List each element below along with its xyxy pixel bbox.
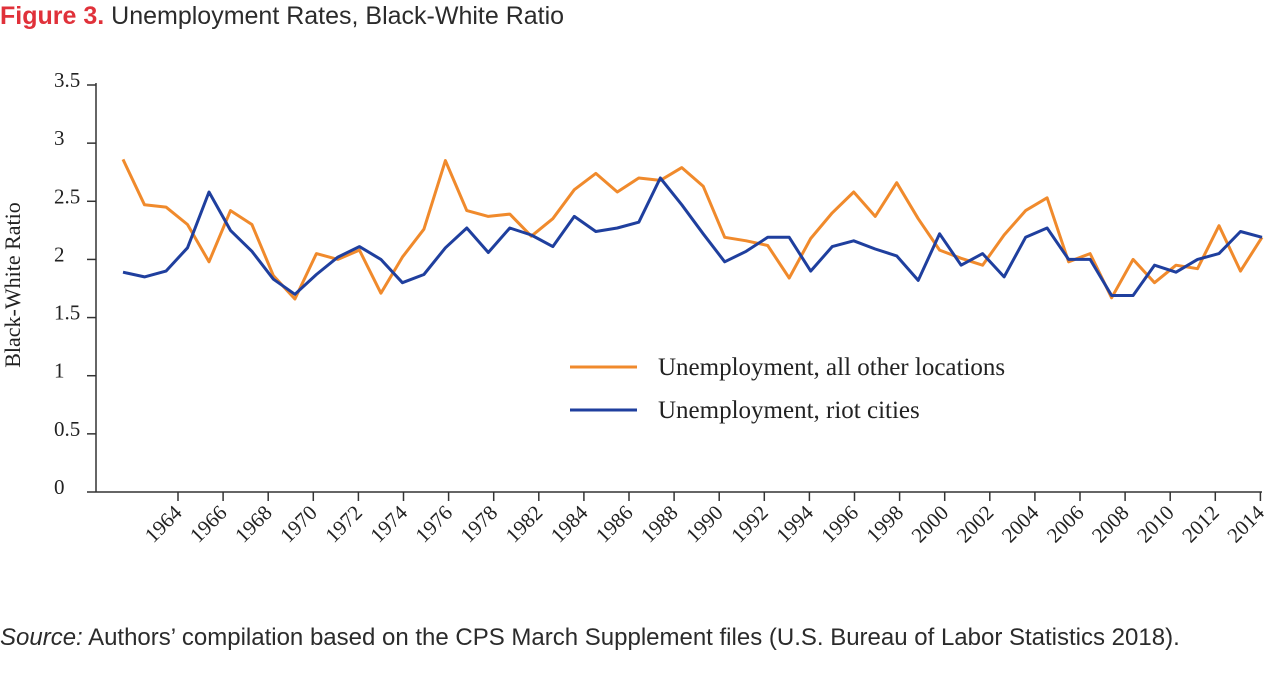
x-tick-label: 1992 <box>726 501 773 548</box>
legend: Unemployment, all other locations Unemplo… <box>570 354 1005 424</box>
figure-title-text: Unemployment Rates, Black-White Ratio <box>111 2 565 30</box>
x-tick-label: 2012 <box>1177 501 1224 548</box>
x-axis-ticks: 1964196619681970197219741976197819821984… <box>140 492 1269 547</box>
x-tick-label: 1978 <box>456 501 503 548</box>
y-tick-label: 2 <box>54 242 65 266</box>
x-tick-label: 1976 <box>410 501 457 548</box>
source-label: Source: <box>0 624 83 651</box>
x-tick-label: 2004 <box>997 500 1044 547</box>
y-tick-label: 0.5 <box>54 417 80 441</box>
x-tick-label: 1986 <box>591 501 638 548</box>
figure-title: Figure 3. Unemployment Rates, Black-Whit… <box>0 0 564 34</box>
x-tick-label: 2000 <box>907 501 954 548</box>
series-line-all-other-locations <box>121 158 1264 301</box>
x-tick-label: 1988 <box>636 501 683 548</box>
x-tick-label: 2010 <box>1132 501 1179 548</box>
legend-label: Unemployment, riot cities <box>658 397 920 424</box>
y-tick-label: 2.5 <box>54 184 80 208</box>
y-axis-ticks: 0 0.5 1 1.5 2 2.5 3 3.5 <box>54 68 96 499</box>
y-tick-label: 1.5 <box>54 301 80 325</box>
y-tick-label: 0 <box>54 475 65 499</box>
x-tick-label: 1998 <box>861 501 908 548</box>
x-tick-label: 1996 <box>816 501 863 548</box>
y-tick-label: 3 <box>54 126 65 150</box>
x-tick-label: 1984 <box>546 500 593 547</box>
x-tick-label: 1974 <box>365 500 412 547</box>
y-tick-label: 1 <box>54 359 65 383</box>
x-tick-label: 1964 <box>140 500 187 547</box>
y-tick-label: 3.5 <box>54 68 80 92</box>
x-tick-label: 1968 <box>230 501 277 548</box>
y-axis-label: Black-White Ratio <box>0 202 25 368</box>
x-tick-label: 1970 <box>275 501 322 548</box>
x-tick-label: 1982 <box>501 501 548 548</box>
source-text: Authors’ compilation based on the CPS Ma… <box>88 624 1180 651</box>
legend-label: Unemployment, all other locations <box>658 354 1005 381</box>
x-tick-label: 1966 <box>185 501 232 548</box>
x-tick-label: 1994 <box>771 500 818 547</box>
line-chart: 00.511.522.533.5 19641966196819701972197… <box>0 68 1269 547</box>
series-line-riot-cities <box>122 176 1263 297</box>
x-tick-label: 2014 <box>1222 500 1269 547</box>
figure-label: Figure 3. <box>0 2 105 30</box>
x-tick-label: 1972 <box>320 501 367 548</box>
x-tick-label: 2008 <box>1087 501 1134 548</box>
source-note: Source: Authors’ compilation based on th… <box>0 620 1280 656</box>
series-lines <box>121 158 1264 301</box>
x-tick-label: 2002 <box>952 501 999 548</box>
x-tick-label: 1990 <box>681 501 728 548</box>
x-tick-label: 2006 <box>1042 501 1089 548</box>
